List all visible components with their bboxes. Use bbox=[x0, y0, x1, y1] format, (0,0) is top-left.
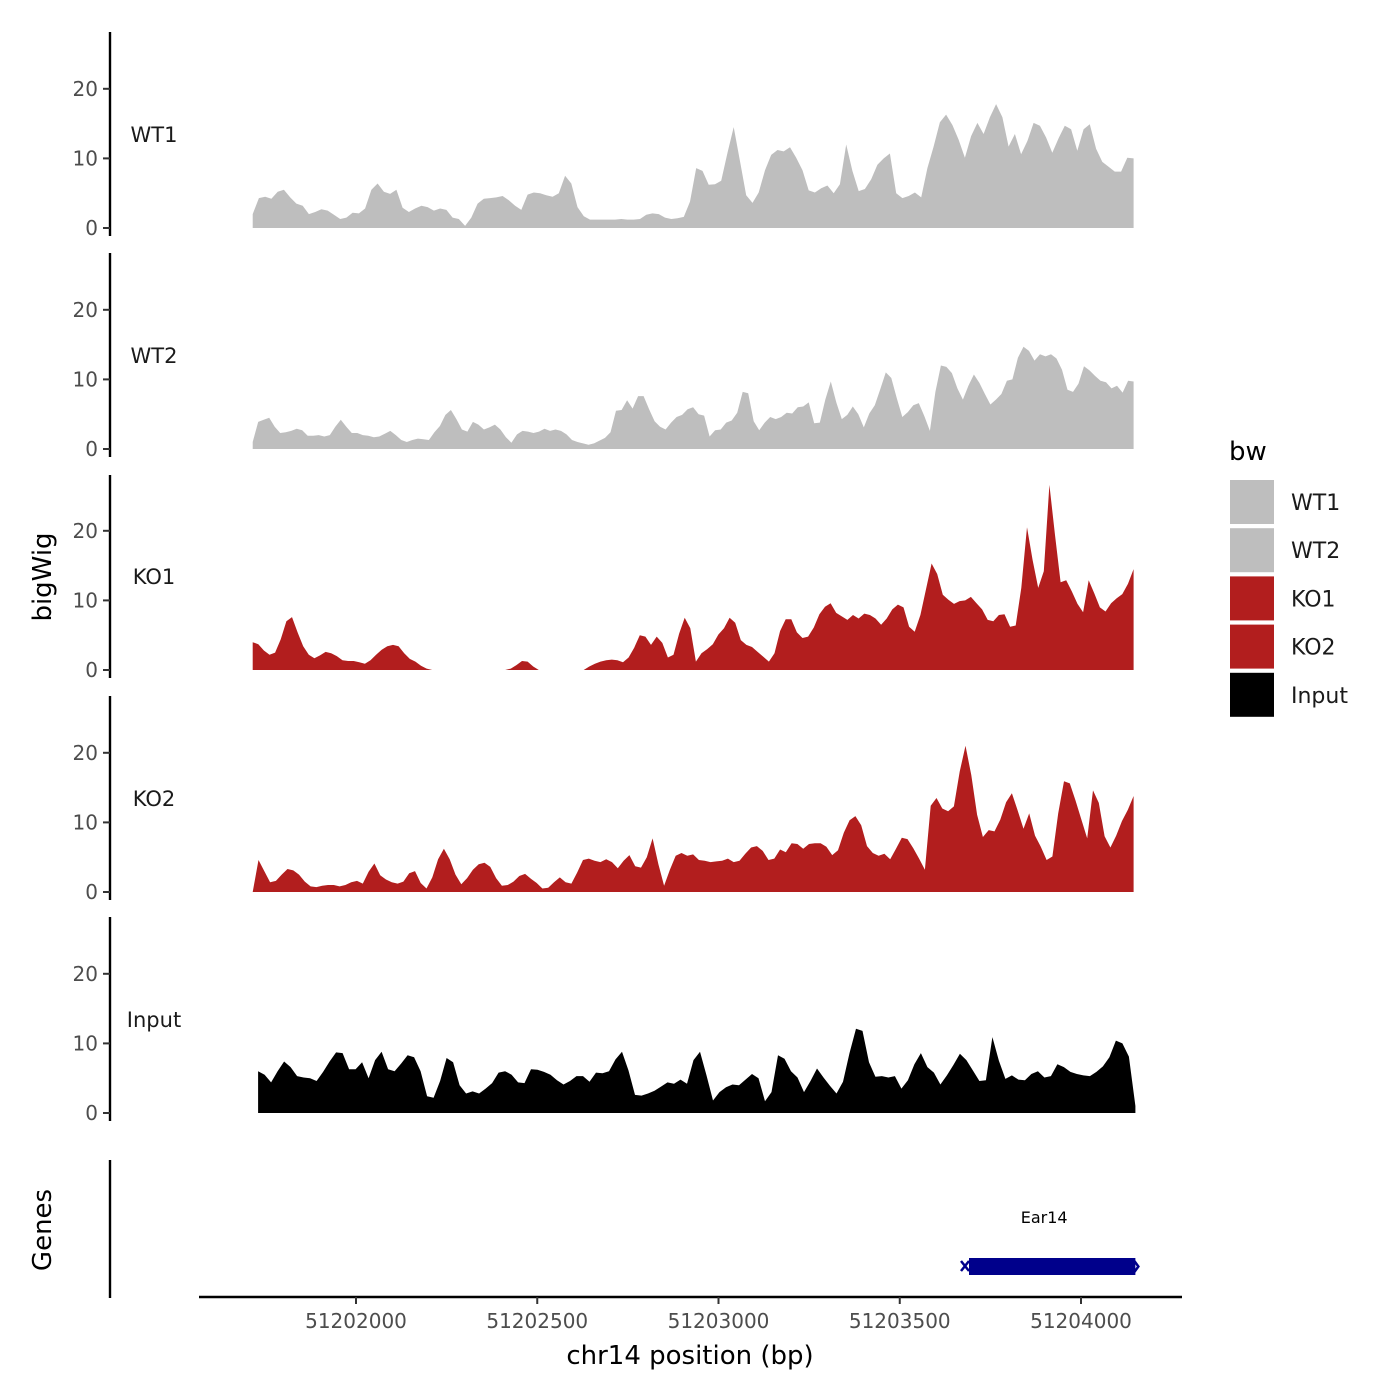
legend-title: bw bbox=[1229, 437, 1267, 467]
y-tick-label: 10 bbox=[73, 810, 98, 834]
track-wt1: 0 10 20 WT1 bbox=[73, 32, 1134, 240]
legend-swatch bbox=[1230, 528, 1274, 573]
y-tick-label: 20 bbox=[73, 77, 98, 101]
legend-item-ko2: KO2 bbox=[1230, 624, 1336, 669]
y-tick-label: 10 bbox=[73, 367, 98, 391]
strand-arrow bbox=[960, 1260, 970, 1272]
gene-label: Ear14 bbox=[1021, 1208, 1068, 1227]
gene-end-arrow bbox=[1133, 1260, 1140, 1273]
y-tick-label: 20 bbox=[73, 519, 98, 543]
y-tick-label: 20 bbox=[73, 298, 98, 322]
x-tick-label: 51202500 bbox=[486, 1309, 588, 1333]
area-input bbox=[258, 1028, 1136, 1113]
gene-ear14: Ear14 bbox=[960, 1208, 1140, 1275]
y-tick-label: 0 bbox=[85, 437, 98, 461]
track-wt2: 0 10 20 WT2 bbox=[73, 253, 1134, 461]
legend-item-ko1: KO1 bbox=[1230, 576, 1336, 621]
area-wt2 bbox=[252, 346, 1134, 449]
y-axis-title: bigWig bbox=[28, 532, 58, 621]
x-axis-title: chr14 position (bp) bbox=[566, 1341, 813, 1371]
legend-label: WT2 bbox=[1291, 539, 1340, 564]
tracks-layer: 0 10 20 WT1 0 10 20 WT2 0 10 20 KO1 0 10 20 KO2 0 10 20 Inp… bbox=[73, 32, 1136, 1125]
legend-swatch bbox=[1230, 624, 1274, 669]
track-label: WT1 bbox=[131, 123, 178, 147]
y-tick-label: 0 bbox=[85, 880, 98, 904]
x-tick-label: 51203500 bbox=[849, 1309, 951, 1333]
track-label: KO1 bbox=[133, 565, 176, 589]
legend-item-wt2: WT2 bbox=[1230, 528, 1340, 573]
y-tick-label: 20 bbox=[73, 962, 98, 986]
track-ko2: 0 10 20 KO2 bbox=[73, 696, 1134, 904]
legend-swatch bbox=[1230, 576, 1274, 621]
y-tick-label: 10 bbox=[73, 1031, 98, 1055]
legend-item-wt1: WT1 bbox=[1230, 480, 1340, 524]
area-ko1 bbox=[252, 484, 1134, 670]
area-ko2 bbox=[252, 745, 1134, 892]
y-tick-label: 20 bbox=[73, 741, 98, 765]
track-label: KO2 bbox=[133, 787, 176, 811]
legend-item-input: Input bbox=[1230, 672, 1348, 717]
area-wt1 bbox=[252, 104, 1134, 228]
legend-label: Input bbox=[1291, 684, 1348, 709]
genes-axis-title: Genes bbox=[28, 1189, 58, 1271]
x-tick-label: 51204000 bbox=[1030, 1309, 1132, 1333]
legend-label: KO2 bbox=[1291, 636, 1336, 661]
gene-body bbox=[969, 1258, 1136, 1275]
track-label: Input bbox=[127, 1008, 181, 1032]
legend-label: KO1 bbox=[1291, 587, 1336, 612]
track-ko1: 0 10 20 KO1 bbox=[73, 475, 1134, 682]
legend-label: WT1 bbox=[1291, 491, 1340, 516]
x-tick-label: 51202000 bbox=[305, 1309, 407, 1333]
legend-swatch bbox=[1230, 672, 1274, 717]
y-tick-label: 10 bbox=[73, 146, 98, 170]
y-tick-label: 10 bbox=[73, 588, 98, 612]
track-label: WT2 bbox=[131, 344, 178, 368]
x-tick-label: 51203000 bbox=[668, 1309, 770, 1333]
legend: bw WT1 WT2 KO1 KO2 Input bbox=[1229, 437, 1348, 717]
y-tick-label: 0 bbox=[85, 1101, 98, 1125]
track-input: 0 10 20 Input bbox=[73, 917, 1136, 1125]
legend-swatch bbox=[1230, 480, 1274, 524]
x-axis: 51202000 51202500 51203000 51203500 51204000 bbox=[199, 1295, 1182, 1333]
gene-panel: Ear14 bbox=[108, 1160, 1140, 1298]
y-tick-label: 0 bbox=[85, 216, 98, 240]
y-tick-label: 0 bbox=[85, 658, 98, 682]
